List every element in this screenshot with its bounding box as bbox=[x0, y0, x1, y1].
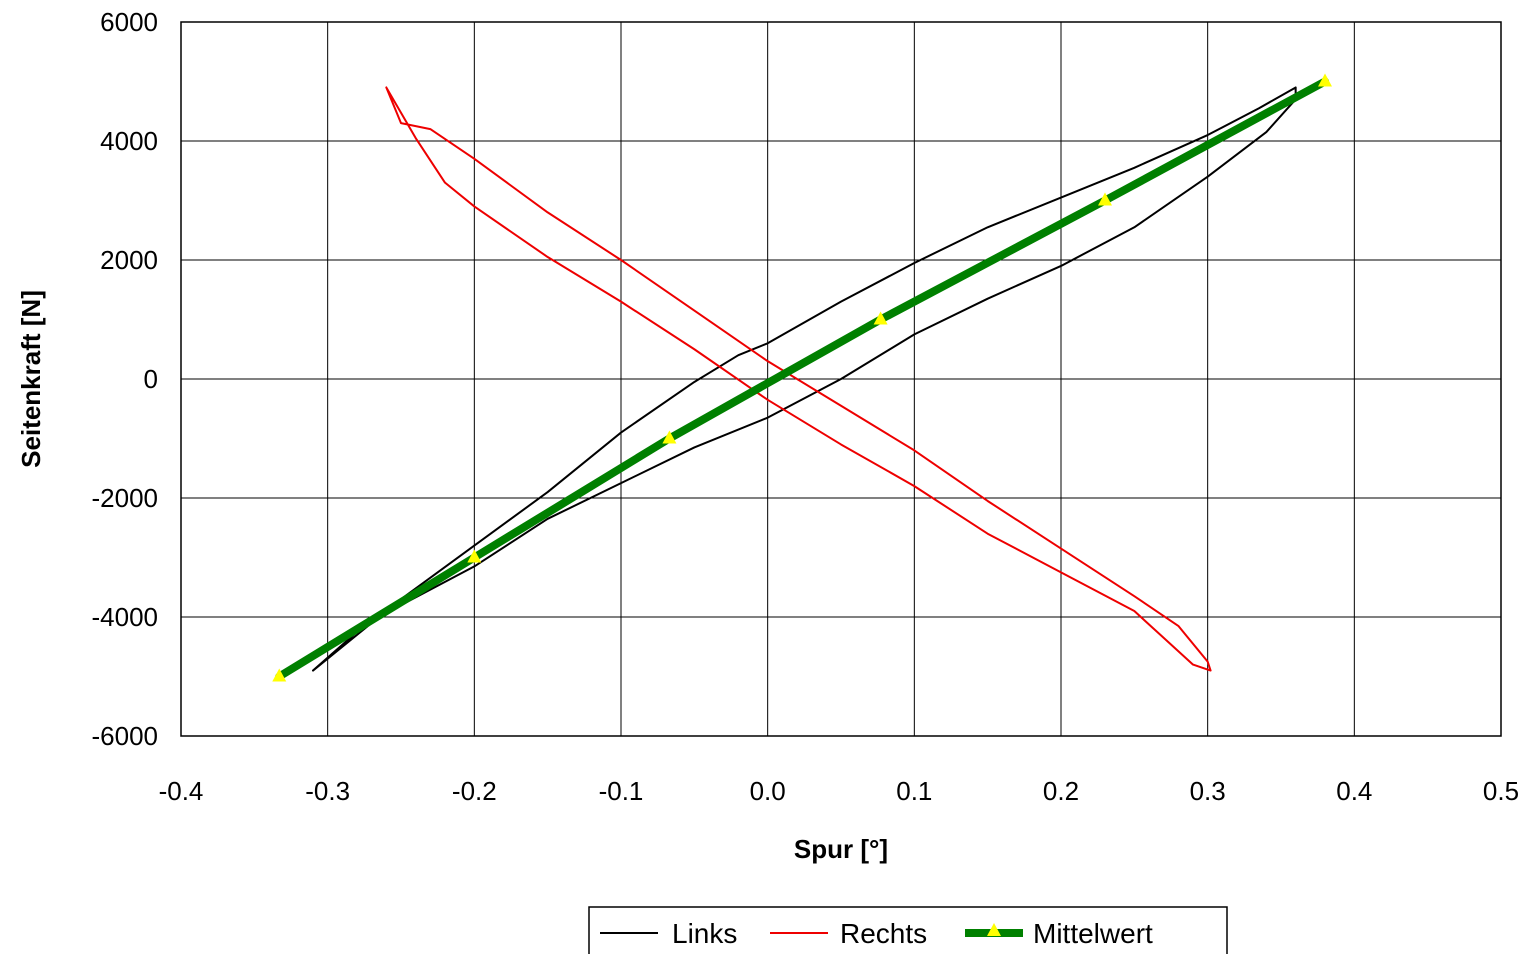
legend-marker-mittelwert bbox=[987, 923, 1001, 936]
x-tick-label: -0.4 bbox=[159, 776, 204, 806]
series-links-line bbox=[312, 86, 1297, 672]
x-tick-label: 0.3 bbox=[1190, 776, 1226, 806]
y-tick-label: -6000 bbox=[92, 721, 159, 751]
mittelwert-marker bbox=[272, 668, 287, 682]
x-tick-label: 0.4 bbox=[1336, 776, 1372, 806]
legend-label-links: Links bbox=[672, 918, 737, 949]
grid-lines bbox=[181, 22, 1501, 736]
y-tick-label: -4000 bbox=[92, 602, 159, 632]
mittelwert-marker bbox=[1318, 73, 1332, 87]
y-axis-title: Seitenkraft [N] bbox=[16, 290, 46, 468]
x-tick-label: -0.1 bbox=[599, 776, 644, 806]
legend-box bbox=[588, 906, 1228, 954]
series-mittelwert-line bbox=[275, 77, 1329, 681]
mittelwert-marker bbox=[662, 430, 677, 444]
x-tick-label: -0.3 bbox=[305, 776, 350, 806]
series-rechts-line bbox=[385, 86, 1212, 672]
x-tick-label: 0.2 bbox=[1043, 776, 1079, 806]
y-tick-label: -2000 bbox=[92, 483, 159, 513]
y-tick-labels: -6000 -4000 -2000 0 2000 4000 6000 bbox=[92, 7, 159, 751]
legend: Links Rechts Mittelwert bbox=[588, 906, 1228, 954]
y-tick-label: 6000 bbox=[100, 7, 158, 37]
x-tick-label: -0.2 bbox=[452, 776, 497, 806]
x-axis-title: Spur [°] bbox=[794, 834, 888, 864]
y-tick-label: 2000 bbox=[100, 245, 158, 275]
x-tick-labels: -0.4 -0.3 -0.2 -0.1 0.0 0.1 0.2 0.3 0.4 0.5 bbox=[159, 776, 1519, 806]
y-tick-label: 0 bbox=[144, 364, 158, 394]
legend-label-mittelwert: Mittelwert bbox=[1033, 918, 1153, 949]
series-layer bbox=[272, 73, 1332, 682]
x-tick-label: 0.1 bbox=[896, 776, 932, 806]
x-tick-label: 0.5 bbox=[1483, 776, 1519, 806]
x-tick-label: 0.0 bbox=[750, 776, 786, 806]
mittelwert-marker bbox=[1098, 192, 1112, 206]
y-tick-label: 4000 bbox=[100, 126, 158, 156]
mittelwert-marker bbox=[873, 311, 888, 325]
legend-label-rechts: Rechts bbox=[840, 918, 927, 949]
mittelwert-marker bbox=[467, 549, 482, 563]
